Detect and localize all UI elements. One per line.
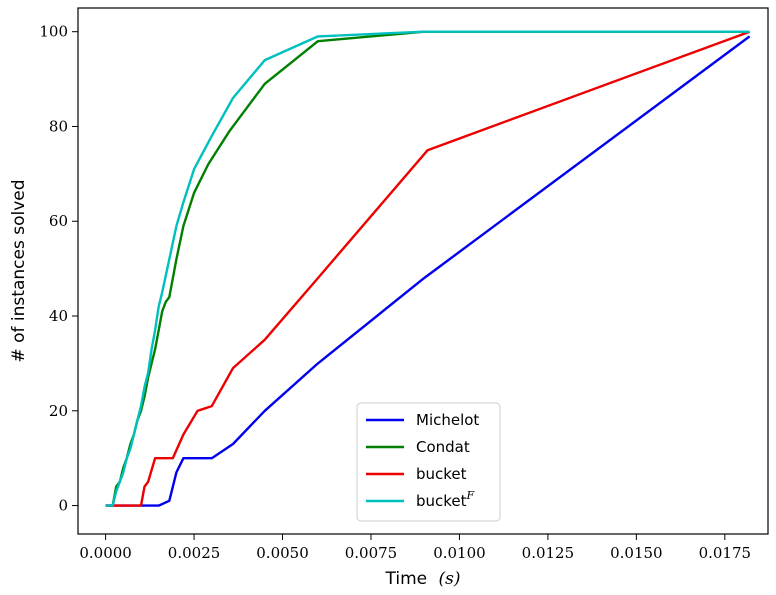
- y-tick-label: 100: [39, 23, 68, 41]
- x-tick-label: 0.0025: [168, 544, 221, 562]
- x-axis-label-text: Time: [384, 569, 427, 589]
- y-tick-label: 20: [49, 402, 68, 420]
- legend-label-4: bucketF: [416, 489, 475, 510]
- legend: Michelot Condat bucket bucketF: [356, 402, 501, 522]
- x-axis-label-unit: (s): [439, 569, 461, 589]
- series-line-3: [105, 30, 751, 507]
- x-tick-label: 0.0125: [522, 544, 575, 562]
- legend-box: [356, 402, 501, 522]
- legend-label-3: bucket: [416, 465, 467, 483]
- series-line-1: [105, 35, 751, 507]
- x-tick-label: 0.0000: [79, 544, 132, 562]
- y-axis-label: # of instances solved: [9, 179, 29, 362]
- y-tick-label: 60: [49, 212, 68, 230]
- x-tick-label: 0.0075: [345, 544, 398, 562]
- x-axis: 0.0000 0.0025 0.0050 0.0075 0.0100 0.0125 0.01…: [79, 534, 751, 562]
- x-tick-label: 0.0150: [610, 544, 663, 562]
- series-line-4: [105, 30, 750, 507]
- legend-label-2: Condat: [416, 438, 470, 456]
- x-tick-label: 0.0050: [256, 544, 309, 562]
- x-tick-label: 0.0100: [433, 544, 486, 562]
- plot-area-frame: [77, 7, 769, 535]
- series-layer: [105, 30, 751, 507]
- legend-label-superscript: F: [466, 489, 475, 502]
- y-tick-label: 80: [49, 117, 68, 135]
- y-tick-label: 40: [49, 307, 68, 325]
- x-tick-label: 0.0175: [699, 544, 752, 562]
- y-axis: 0 20 40 60 80 100: [39, 23, 78, 515]
- x-axis-label: Time (s): [384, 569, 460, 589]
- y-tick-label: 0: [58, 497, 68, 515]
- legend-label-1: Michelot: [416, 411, 479, 429]
